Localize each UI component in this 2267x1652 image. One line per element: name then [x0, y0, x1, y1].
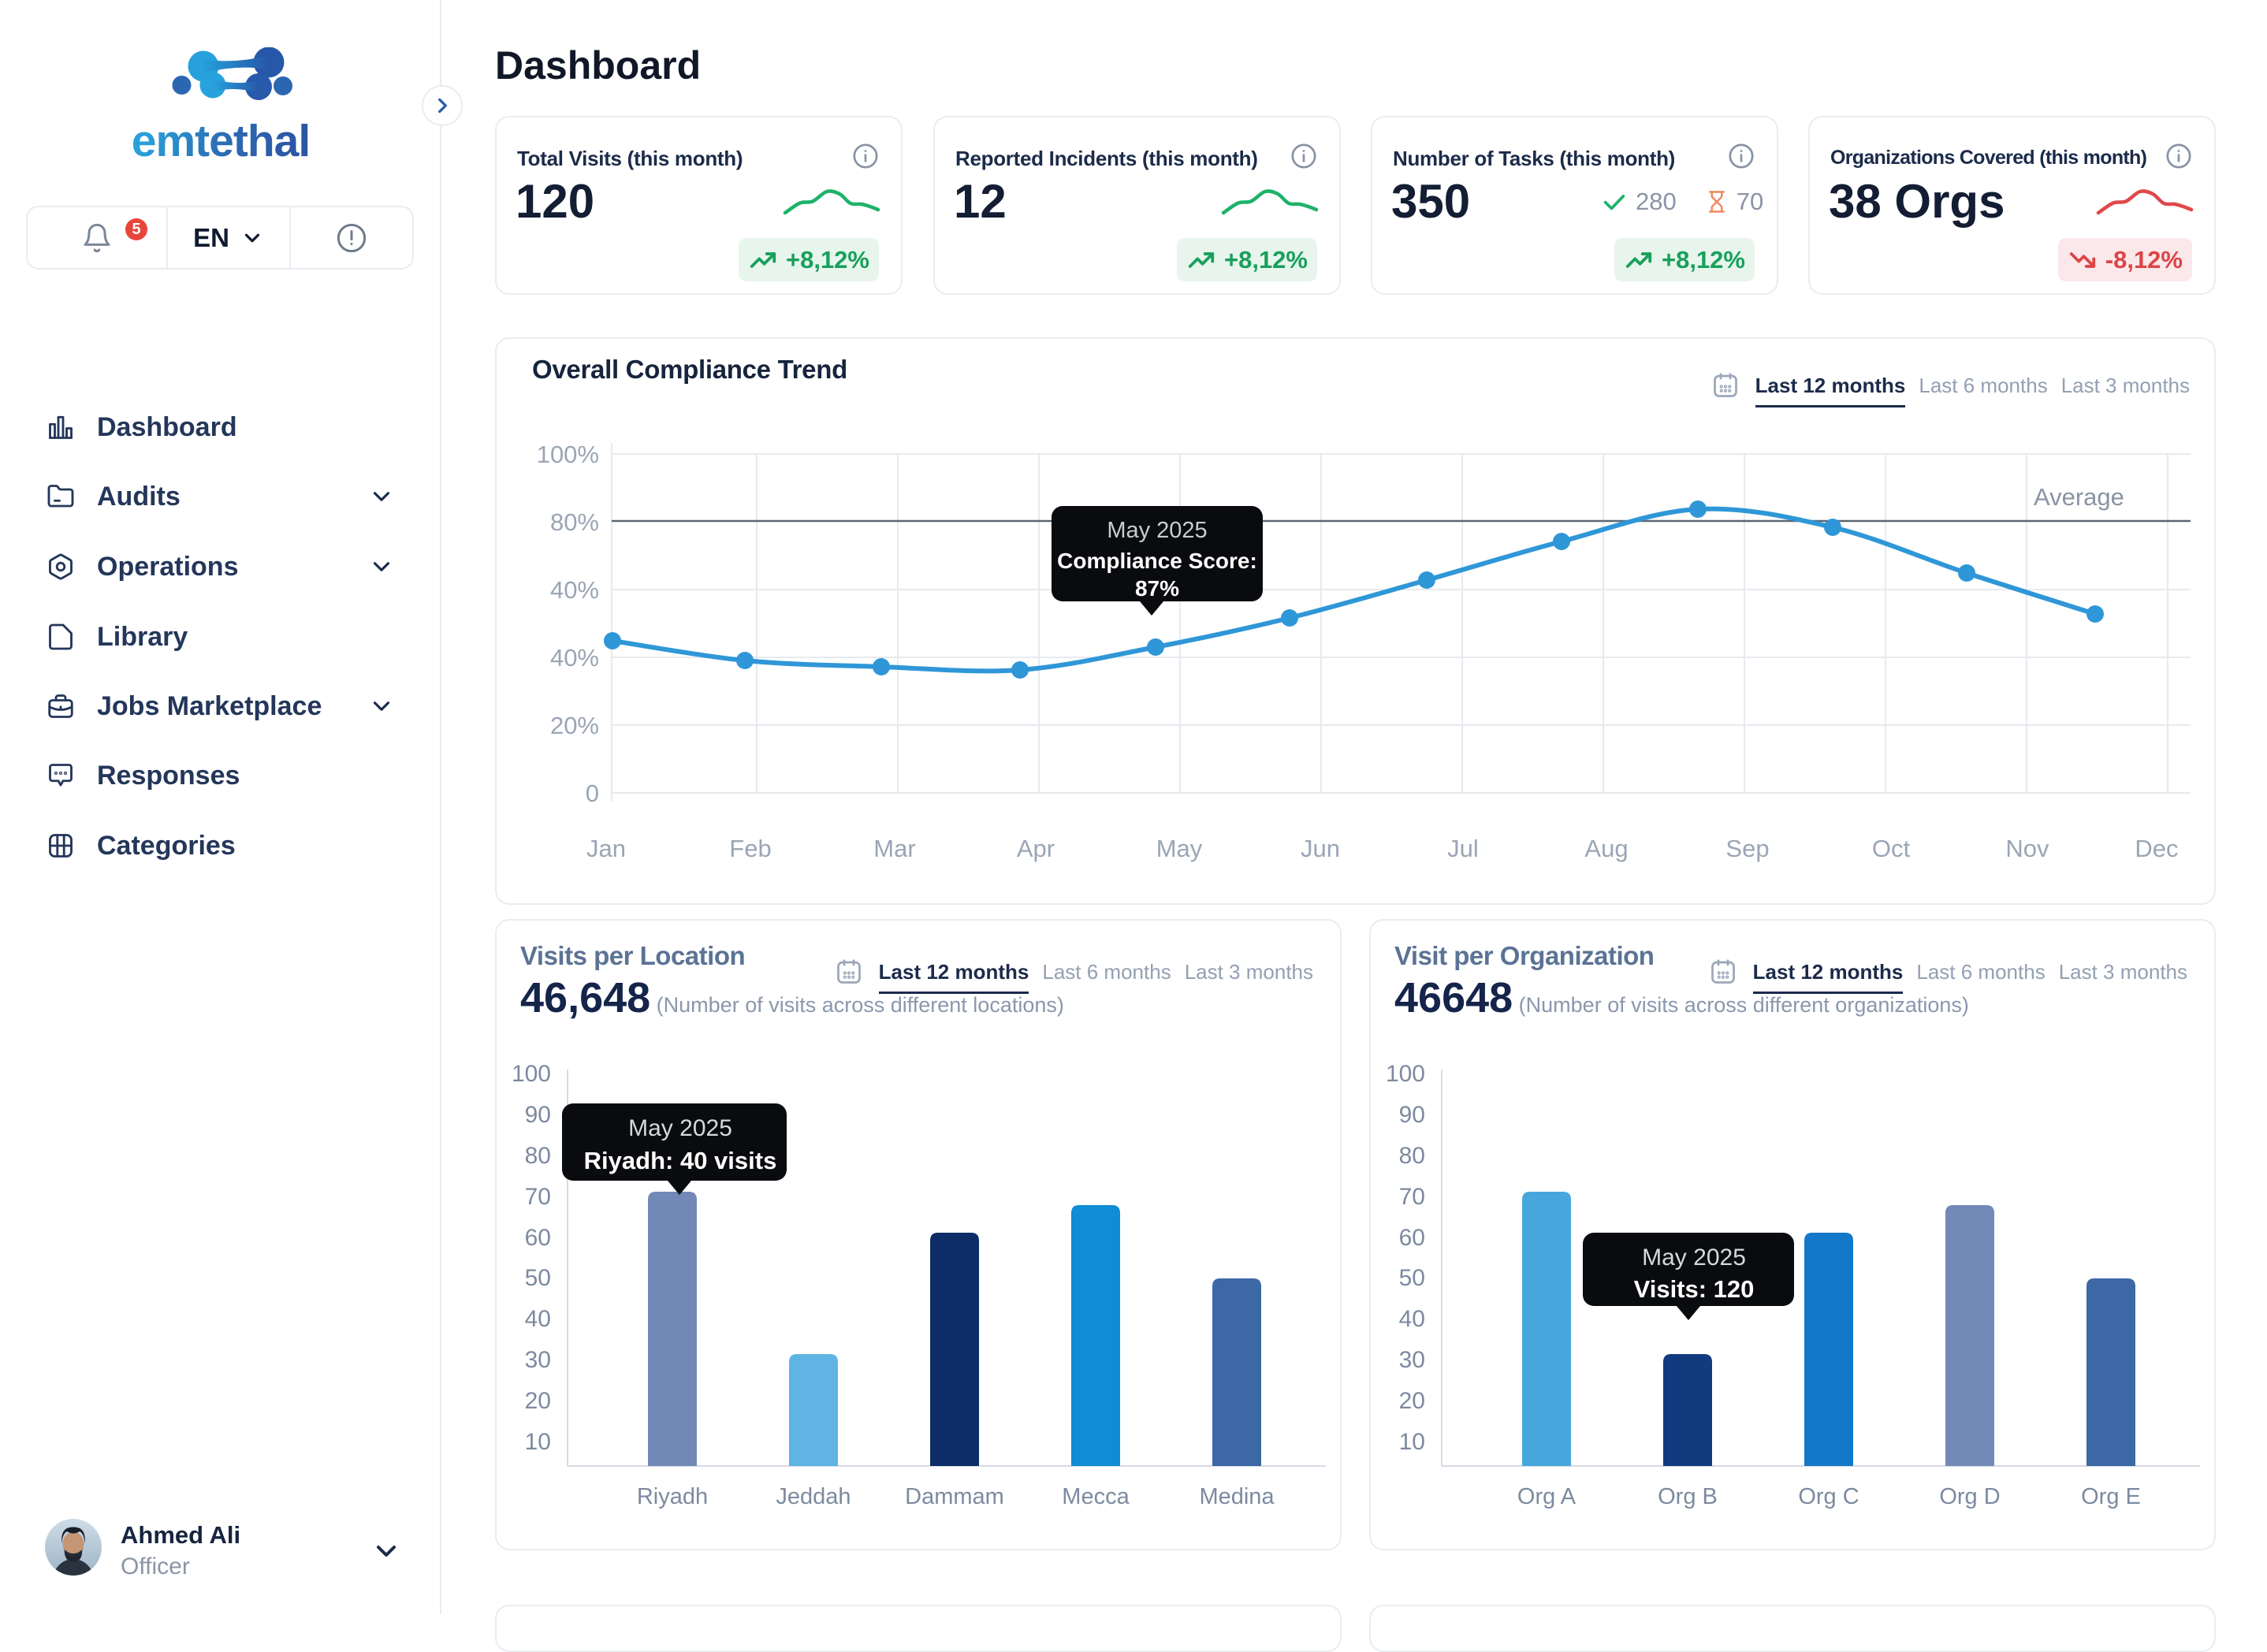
svg-text:10: 10 [1399, 1429, 1425, 1455]
svg-text:Mecca: Mecca [1062, 1484, 1130, 1509]
svg-text:Org C: Org C [1798, 1484, 1859, 1509]
svg-text:100%: 100% [537, 441, 599, 468]
svg-text:Org E: Org E [2081, 1484, 2141, 1509]
svg-text:40: 40 [1399, 1306, 1425, 1332]
svg-text:70: 70 [525, 1184, 551, 1210]
svg-text:Feb: Feb [729, 835, 771, 862]
svg-text:60: 60 [525, 1225, 551, 1251]
svg-text:Jan: Jan [586, 835, 626, 862]
svg-text:20: 20 [525, 1388, 551, 1414]
svg-text:Visits: 120: Visits: 120 [1634, 1275, 1755, 1303]
svg-text:Compliance Score:: Compliance Score: [1057, 549, 1257, 573]
svg-text:30: 30 [1399, 1347, 1425, 1373]
svg-text:Org D: Org D [1939, 1484, 2000, 1509]
svg-text:May 2025: May 2025 [628, 1115, 732, 1141]
svg-text:0: 0 [586, 779, 599, 807]
svg-text:Dec: Dec [2135, 835, 2178, 862]
svg-text:Nov: Nov [2005, 835, 2049, 862]
svg-text:90: 90 [1399, 1102, 1425, 1128]
svg-text:90: 90 [525, 1102, 551, 1128]
svg-text:Org B: Org B [1658, 1484, 1718, 1509]
svg-text:Jun: Jun [1301, 835, 1340, 862]
svg-text:Medina: Medina [1199, 1484, 1275, 1509]
svg-text:Oct: Oct [1872, 835, 1911, 862]
svg-text:Apr: Apr [1017, 835, 1055, 862]
svg-text:10: 10 [525, 1429, 551, 1455]
svg-text:Mar: Mar [873, 835, 915, 862]
svg-text:87%: 87% [1135, 576, 1179, 601]
svg-text:Average: Average [2034, 483, 2124, 511]
svg-text:100: 100 [1386, 1061, 1425, 1087]
svg-text:40%: 40% [550, 576, 599, 604]
svg-text:20%: 20% [550, 712, 599, 739]
svg-text:Jeddah: Jeddah [776, 1484, 851, 1509]
svg-text:May: May [1156, 835, 1203, 862]
svg-text:20: 20 [1399, 1388, 1425, 1414]
svg-text:30: 30 [525, 1347, 551, 1373]
svg-text:May 2025: May 2025 [1107, 518, 1207, 543]
svg-text:Riyadh: 40 visits: Riyadh: 40 visits [584, 1147, 777, 1174]
svg-text:Jul: Jul [1447, 835, 1479, 862]
svg-text:May 2025: May 2025 [1642, 1245, 1746, 1271]
svg-text:80: 80 [1399, 1143, 1425, 1169]
svg-text:50: 50 [525, 1265, 551, 1291]
svg-text:Riyadh: Riyadh [637, 1484, 708, 1509]
svg-text:80%: 80% [550, 508, 599, 536]
svg-text:Sep: Sep [1725, 835, 1769, 862]
svg-text:Org A: Org A [1517, 1484, 1576, 1509]
svg-text:50: 50 [1399, 1265, 1425, 1291]
svg-text:40%: 40% [550, 644, 599, 672]
svg-text:70: 70 [1399, 1184, 1425, 1210]
svg-text:40: 40 [525, 1306, 551, 1332]
svg-text:Aug: Aug [1584, 835, 1628, 862]
svg-text:Dammam: Dammam [905, 1484, 1004, 1509]
svg-text:100: 100 [512, 1061, 551, 1087]
svg-text:80: 80 [525, 1143, 551, 1169]
svg-text:60: 60 [1399, 1225, 1425, 1251]
